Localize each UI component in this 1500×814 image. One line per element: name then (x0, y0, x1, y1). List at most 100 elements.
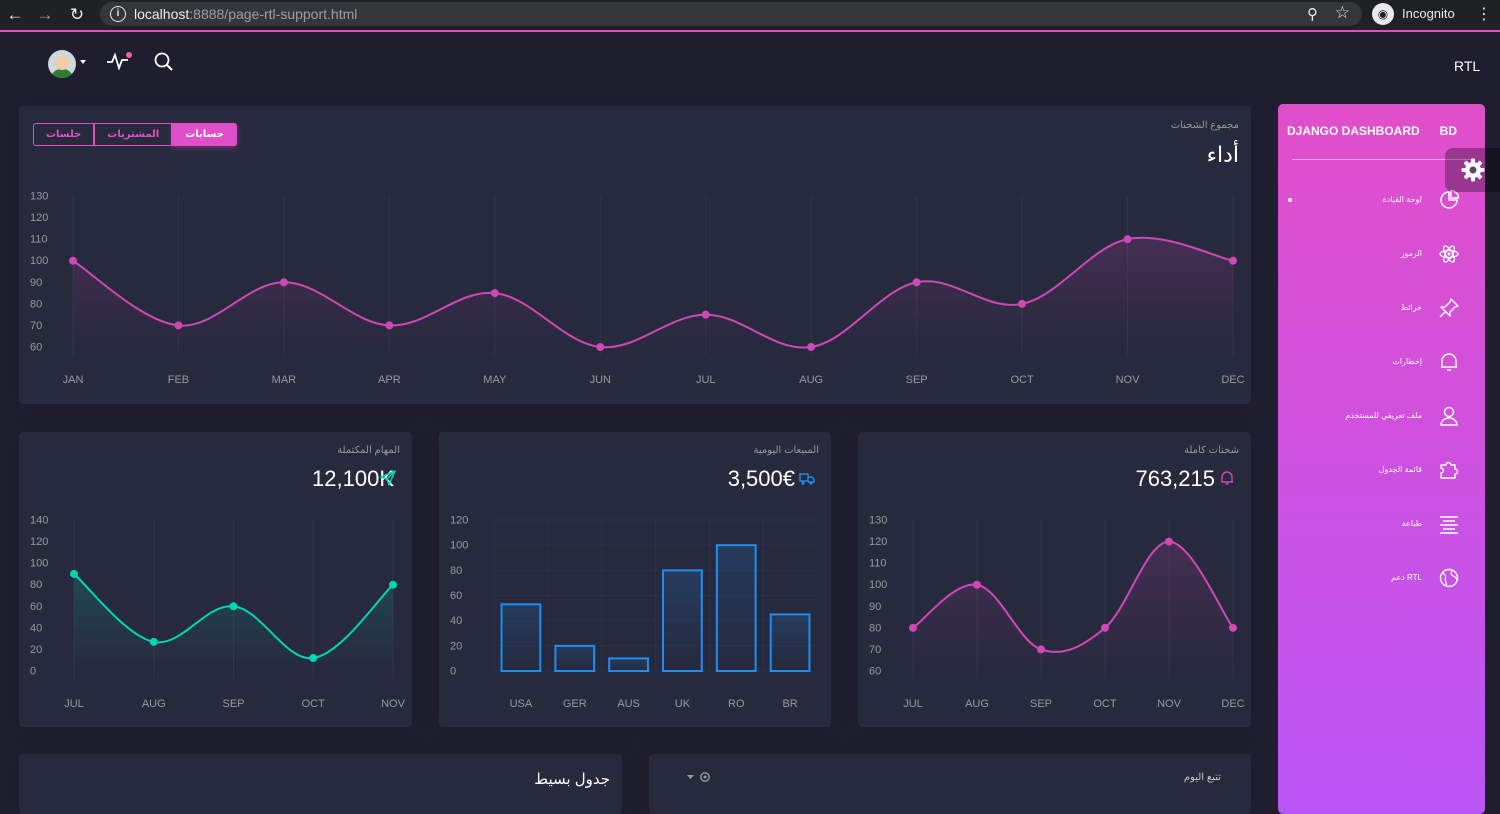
x-tick-label: BR (782, 698, 797, 710)
pie-chart-icon (1440, 189, 1460, 209)
bell-icon (1441, 353, 1457, 371)
user-icon (1440, 406, 1458, 426)
sidebar: BD DJANGO DASHBOARD لوحة القيادة الرموز … (1278, 104, 1485, 814)
address-bar[interactable]: i localhost:8888/page-rtl-support.html ⚲… (100, 2, 1362, 26)
data-point (279, 278, 288, 287)
avatar[interactable] (48, 50, 76, 78)
incognito-badge[interactable]: ◉ Incognito (1372, 3, 1464, 25)
sidebar-item-icons[interactable]: الرموز (1278, 239, 1485, 269)
back-icon[interactable]: ← (6, 5, 24, 24)
fixed-plugin[interactable] (1445, 148, 1500, 192)
tab-sessions[interactable]: جلسات (33, 123, 95, 146)
y-tick-label: 110 (30, 234, 48, 246)
series-line (72, 236, 1234, 349)
y-tick-label: 60 (450, 590, 462, 602)
total-shipments-card: شحنات كاملة 763,215 60 70 80 90 100 110 120 130… (858, 432, 1251, 727)
y-tick-label: 100 (869, 579, 887, 591)
x-tick-label: SEP (1030, 698, 1052, 710)
sidebar-item-label: إخطارات (1392, 357, 1422, 366)
card-value: 763,215 (1135, 466, 1215, 491)
sidebar-item-rtl-support[interactable]: RTL دعم (1278, 563, 1485, 593)
sidebar-item-dashboard[interactable]: لوحة القيادة (1278, 185, 1485, 215)
card-value: 12,100K (312, 466, 394, 491)
y-tick-label: 70 (869, 644, 881, 656)
y-tick-label: 130 (30, 191, 48, 203)
bar (715, 544, 757, 672)
tab-purchases[interactable]: المشتريات (94, 123, 173, 146)
daily-sales-chart: 0 20 40 60 80 100 120 USA GER AUS UK RO BR (450, 515, 817, 710)
site-info-icon[interactable]: i (110, 6, 126, 22)
sidebar-item-label: طباعة (1401, 519, 1422, 528)
data-point (1037, 645, 1045, 654)
data-point (973, 580, 981, 589)
x-tick-label: MAR (272, 374, 297, 386)
daily-sales-card: المبيعات اليومية 3,500€ 0 20 40 60 80 100 120 U… (439, 432, 831, 727)
data-point (490, 289, 499, 298)
data-point (309, 654, 318, 663)
search-icon[interactable] (153, 51, 175, 73)
y-tick-label: 80 (30, 298, 42, 310)
activity-icon[interactable] (106, 50, 132, 72)
data-point (229, 602, 238, 611)
url-path: :8888/page-rtl-support.html (189, 6, 358, 22)
url-text[interactable]: localhost:8888/page-rtl-support.html (134, 6, 357, 22)
y-tick-label: 140 (30, 515, 48, 527)
x-tick-label: NOV (381, 698, 406, 710)
settings-dropdown-icon[interactable] (687, 770, 713, 784)
x-tick-label: OCT (1093, 698, 1117, 710)
send-icon (380, 470, 396, 486)
tab-accounts[interactable]: حسابات (172, 123, 237, 146)
zoom-icon[interactable]: ⚲ (1307, 6, 1318, 23)
x-tick-label: JUL (696, 374, 716, 386)
sidebar-item-typography[interactable]: طباعة (1278, 509, 1485, 539)
y-tick-label: 70 (30, 320, 42, 332)
y-tick-label: 0 (30, 666, 36, 678)
navbar-brand[interactable]: RTL (1454, 58, 1481, 74)
sidebar-item-label: قائمة الجدول (1378, 465, 1422, 474)
pin-icon (1439, 298, 1459, 318)
x-tick-label: MAY (483, 374, 507, 386)
x-tick-label: JUN (590, 374, 611, 386)
x-tick-label: DEC (1221, 374, 1244, 386)
caret-down-icon[interactable] (80, 60, 86, 64)
data-point (1229, 623, 1237, 632)
y-tick-label: 120 (450, 515, 468, 527)
card-title: أداء (1206, 142, 1239, 167)
y-tick-label: 0 (450, 666, 456, 678)
sidebar-item-table-list[interactable]: قائمة الجدول (1278, 455, 1485, 485)
y-tick-label: 100 (450, 540, 468, 552)
data-point (596, 343, 605, 351)
bookmark-star-icon[interactable]: ☆ (1334, 3, 1350, 22)
browser-menu-icon[interactable]: ⋮ (1476, 6, 1492, 23)
x-tick-label: JUL (64, 698, 84, 710)
sidebar-item-label: RTL دعم (1391, 573, 1422, 582)
data-point (701, 310, 710, 319)
data-point (1165, 537, 1173, 546)
x-tick-label: NOV (1116, 374, 1141, 386)
sidebar-brand[interactable]: DJANGO DASHBOARD (1287, 124, 1420, 138)
series-area (913, 541, 1233, 671)
sidebar-brand-mini[interactable]: BD (1439, 124, 1457, 138)
data-point (69, 256, 77, 265)
sidebar-item-maps[interactable]: خرائط (1278, 293, 1485, 323)
y-tick-label: 60 (869, 666, 881, 678)
y-tick-label: 60 (30, 601, 42, 613)
gear-icon[interactable] (1460, 157, 1486, 183)
sidebar-item-user-profile[interactable]: ملف تعريفي للمستخدم (1278, 401, 1485, 431)
y-tick-label: 120 (869, 536, 887, 548)
y-tick-label: 80 (30, 579, 42, 591)
card-value: 3,500€ (727, 466, 795, 491)
data-point (1229, 256, 1237, 265)
total-shipments-chart: 60 70 80 90 100 110 120 130 JUL AUG SEP OCT NOV DEC (869, 515, 1245, 711)
x-tick-label: UK (675, 698, 691, 710)
y-tick-label: 40 (450, 615, 462, 627)
sidebar-item-notifications[interactable]: إخطارات (1278, 347, 1485, 377)
sidebar-item-label: لوحة القيادة (1382, 195, 1422, 204)
performance-card: مجموع الشحنات أداء جلسات المشتريات حسابا… (19, 106, 1251, 404)
x-tick-label: JUL (903, 698, 923, 710)
reload-icon[interactable]: ↻ (69, 5, 85, 24)
forward-icon[interactable]: → (36, 5, 54, 24)
y-tick-label: 100 (30, 558, 48, 570)
series-area (74, 573, 393, 671)
card-title: جدول بسيط (534, 771, 610, 788)
